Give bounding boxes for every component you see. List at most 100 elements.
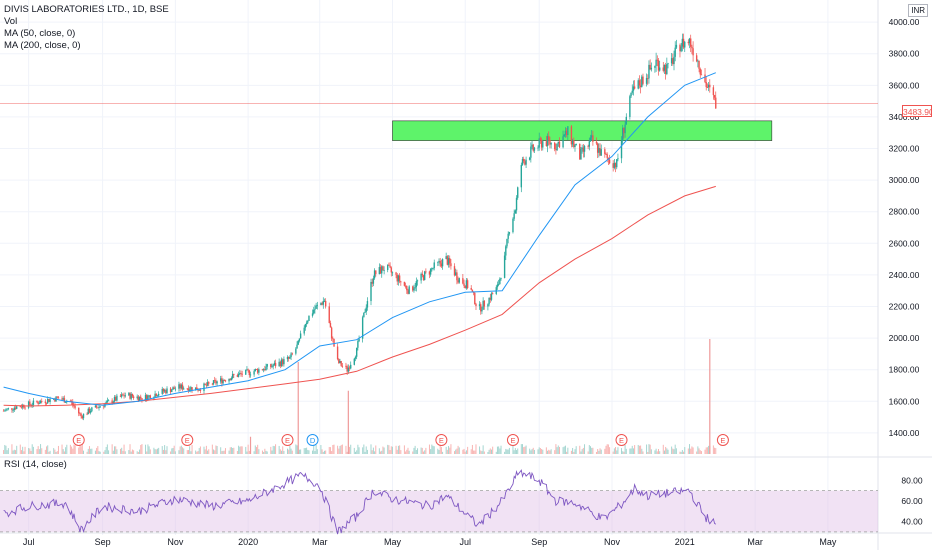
candle-body (211, 383, 214, 385)
volume-bar (94, 450, 96, 454)
volume-bar (55, 451, 57, 454)
volume-bar (41, 448, 43, 454)
volume-bar (272, 445, 274, 454)
volume-bar (681, 450, 683, 454)
volume-bar (153, 447, 155, 454)
vol-label[interactable]: Vol (4, 16, 18, 27)
volume-bar (714, 447, 716, 454)
candle-body (4, 410, 6, 412)
volume-bar (525, 445, 527, 454)
candle-body (681, 38, 684, 47)
volume-bar (349, 446, 351, 454)
volume-bar (146, 451, 148, 454)
candle-body (613, 162, 616, 168)
volume-bar (683, 451, 685, 454)
earnings-marker (72, 434, 85, 446)
candle-body (438, 260, 440, 262)
candle-body (241, 373, 243, 375)
candle-body (557, 141, 559, 144)
candle-body (106, 400, 109, 402)
candle-body (517, 187, 519, 198)
volume-bar (306, 447, 308, 454)
candle-body (539, 138, 542, 141)
ma200-label[interactable]: MA (200, close, 0) (4, 40, 81, 51)
candle-body (709, 84, 711, 88)
volume-bar (53, 448, 55, 454)
candle-body (480, 304, 482, 312)
volume-bar (112, 450, 114, 454)
candle-body (503, 255, 506, 278)
candle-body (69, 400, 72, 402)
candle-body (545, 141, 548, 147)
volume-bar (183, 448, 185, 454)
volume-bar (446, 449, 448, 454)
candle-body (179, 384, 181, 389)
ma50-label[interactable]: MA (50, close, 0) (4, 28, 76, 39)
candle-body (316, 304, 319, 306)
volume-bar (474, 450, 476, 454)
candle-body (508, 232, 511, 234)
volume-bar (174, 451, 176, 454)
volume-bar (390, 446, 392, 454)
candle-body (112, 401, 115, 404)
candle-body (155, 393, 157, 397)
candle-body (650, 67, 653, 70)
volume-bar (238, 445, 240, 454)
candle-body (289, 357, 291, 359)
candle-body (388, 264, 390, 266)
volume-bar (198, 448, 200, 454)
volume-bar (37, 446, 39, 454)
volume-bar (46, 446, 48, 454)
earnings-marker (506, 434, 519, 446)
volume-bar (149, 449, 151, 454)
volume-bar (687, 448, 689, 454)
candle-body (656, 59, 659, 61)
volume-bar (304, 448, 306, 454)
candle-body (255, 368, 258, 370)
volume-bar (488, 449, 490, 454)
candle-body (573, 140, 575, 147)
candle-body (299, 333, 302, 339)
volume-bar (642, 451, 644, 454)
volume-bar (505, 448, 507, 454)
volume-bar (155, 449, 157, 454)
volume-bar (133, 450, 135, 454)
volume-bar (391, 446, 393, 454)
volume-bar (615, 447, 617, 454)
volume-bar (579, 445, 581, 454)
rsi-label[interactable]: RSI (14, close) (4, 459, 67, 470)
candle-body (229, 378, 231, 381)
volume-bar (458, 447, 460, 454)
volume-bar (433, 446, 435, 454)
volume-bar (300, 449, 302, 454)
candle-body (188, 389, 191, 392)
volume-bar (313, 444, 315, 454)
candle-body (662, 67, 664, 71)
candle-body (623, 127, 625, 134)
candle-body (672, 58, 674, 65)
candle-body (186, 388, 188, 390)
candle-body (287, 356, 290, 359)
volume-bar (38, 449, 40, 454)
volume-bar (40, 444, 42, 454)
candle-body (680, 46, 682, 52)
volume-bar (408, 450, 410, 454)
volume-bar (432, 445, 434, 454)
volume-bar (332, 444, 334, 454)
candle-body (590, 135, 593, 138)
candle-body (664, 64, 667, 75)
candle-body (575, 143, 577, 146)
volume-bar (20, 450, 22, 454)
candle-body (658, 67, 661, 71)
candle-body (140, 396, 142, 399)
candle-body (471, 289, 474, 292)
volume-bar (704, 449, 706, 454)
currency-badge[interactable]: INR (908, 4, 928, 17)
volume-bar (315, 444, 317, 454)
candle-body (347, 367, 350, 372)
symbol-title[interactable]: DIVIS LABORATORIES LTD., 1D, BSE (4, 4, 169, 15)
volume-bar (495, 451, 497, 454)
candle-body (525, 159, 527, 165)
